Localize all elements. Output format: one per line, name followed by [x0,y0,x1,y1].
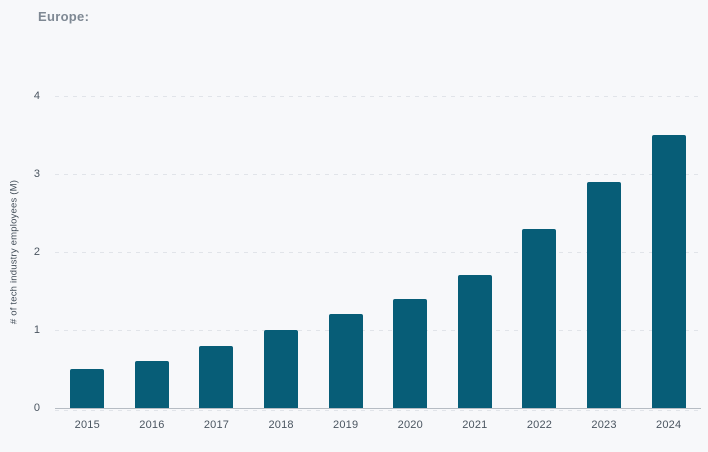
bar-slot-2022 [507,96,572,408]
x-tick-label-2023: 2023 [591,419,617,431]
bar-slot-2016 [120,96,185,408]
bar-slot-2020 [378,96,443,408]
bar-series [55,96,701,408]
bar-2016 [134,361,169,408]
bar-2019 [328,314,363,408]
x-tick-label-2020: 2020 [397,419,423,431]
plot-area [55,96,701,411]
bar-slot-2024 [636,96,701,408]
gridline-4 [55,96,701,97]
x-tick-label-2022: 2022 [526,419,553,431]
x-tick-label-2018: 2018 [268,419,294,431]
bar-slot-2023 [572,96,637,408]
gridline-3 [55,174,701,175]
x-tick-label-2024: 2024 [656,419,682,431]
bar-slot-2015 [55,96,120,408]
y-axis: 0 1 2 3 4 [0,0,40,452]
gridline-1 [55,330,701,331]
x-tick-label-2019: 2019 [333,419,359,431]
y-tick-label-0: 0 [33,402,40,414]
bar-slot-2018 [249,96,314,408]
bar-2022 [522,228,557,408]
chart-title: Europe: [38,9,90,24]
y-tick-label-4: 4 [33,90,40,102]
y-tick-label-3: 3 [33,168,40,180]
x-tick-label-2015: 2015 [74,419,100,431]
bar-slot-2017 [184,96,249,408]
x-tick-label-2021: 2021 [462,419,488,431]
y-tick-label-2: 2 [33,246,40,258]
bar-2023 [587,181,622,408]
bar-slot-2021 [443,96,508,408]
bar-2021 [457,275,492,408]
bar-2024 [651,135,686,408]
x-tick-label-2017: 2017 [203,419,230,431]
bar-2017 [199,345,234,408]
bar-2015 [70,369,105,408]
gridline-0 [55,410,701,411]
gridline-2 [55,252,701,253]
y-tick-label-1: 1 [33,324,40,336]
bar-2020 [393,298,428,408]
x-tick-label-2016: 2016 [139,419,165,431]
x-axis: 2015 2016 2017 2018 2019 2020 2021 2022 2023 2024 [55,419,701,431]
bar-2018 [264,330,299,408]
bar-slot-2019 [313,96,378,408]
